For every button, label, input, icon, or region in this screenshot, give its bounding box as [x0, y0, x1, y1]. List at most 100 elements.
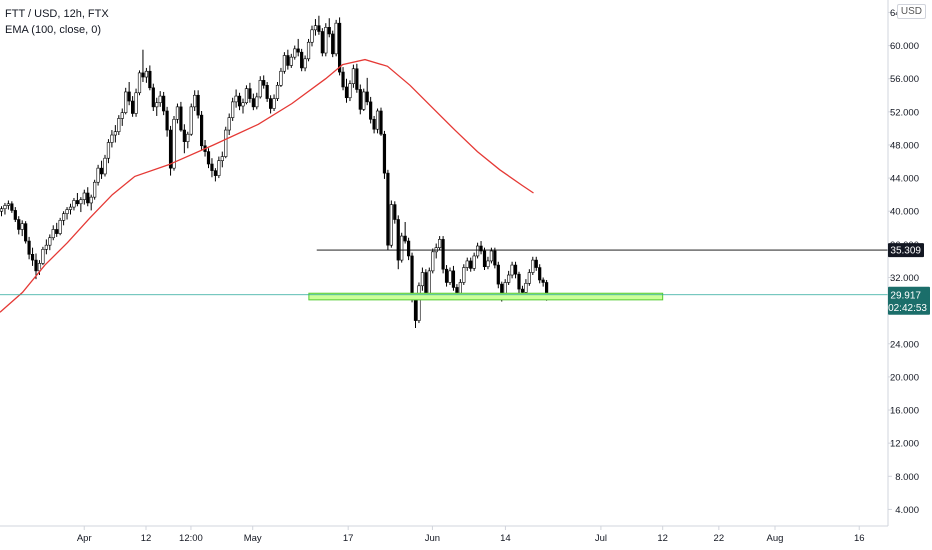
candle: [10, 201, 14, 213]
time-tick-label: 12: [657, 533, 668, 544]
candle: [389, 200, 393, 248]
candle-body: [251, 98, 255, 108]
candle: [103, 154, 107, 177]
candle-body: [455, 287, 459, 294]
candle-body: [441, 239, 445, 270]
candle-body: [213, 170, 218, 176]
candle-body: [524, 282, 528, 293]
candle: [444, 265, 449, 287]
price-tick-label: 40.000: [890, 207, 919, 218]
candle: [393, 201, 397, 224]
candle: [110, 130, 114, 148]
candle-body: [331, 33, 335, 55]
axis-layer: [0, 0, 889, 527]
candle: [86, 187, 90, 207]
candle: [365, 77, 369, 106]
candle-body: [158, 95, 162, 104]
candle-body: [24, 223, 28, 242]
candle: [251, 93, 255, 111]
candle-body: [61, 213, 66, 221]
candle-body: [165, 110, 169, 131]
ema-indicator-label[interactable]: EMA (100, close, 0): [5, 24, 101, 36]
candle: [217, 156, 221, 179]
candle: [182, 124, 186, 154]
candle: [99, 160, 104, 179]
candle-body: [465, 260, 469, 268]
candle-body: [327, 27, 331, 35]
candle: [75, 193, 79, 207]
candle-body: [358, 89, 362, 110]
candle: [6, 200, 10, 210]
candle-body: [217, 160, 221, 176]
candle-body: [341, 71, 345, 88]
candle-body: [444, 268, 449, 283]
candle-body: [244, 88, 249, 104]
chart-legend: FTT / USD, 12h, FTX EMA (100, close, 0): [5, 6, 109, 38]
candle: [279, 67, 283, 87]
candle-body: [382, 133, 387, 174]
candle: [438, 236, 442, 251]
candle: [317, 15, 321, 35]
price-tick-label: 20.000: [890, 372, 919, 383]
candle-body: [272, 98, 276, 109]
candle-body: [179, 106, 183, 131]
candle: [231, 97, 235, 121]
price-axis[interactable]: 4.0008.00012.00016.00020.00024.00028.000…: [888, 8, 919, 516]
candle: [27, 236, 31, 260]
candle-body: [106, 142, 111, 159]
price-tick-label: 56.000: [890, 74, 919, 85]
candle-body: [134, 92, 138, 114]
candle: [186, 131, 190, 149]
candle-body: [510, 264, 514, 276]
candle: [479, 241, 483, 255]
time-tick-label: Jun: [425, 533, 440, 544]
candle-body: [255, 96, 259, 108]
candle-body: [172, 118, 176, 169]
candle: [220, 151, 224, 168]
price-tick-label: 32.000: [890, 273, 919, 284]
candle-body: [268, 98, 273, 109]
candle-body: [375, 110, 380, 130]
candle-body: [458, 282, 462, 294]
price-tick-label: 12.000: [890, 439, 919, 450]
candle: [241, 98, 245, 114]
candle-body: [427, 270, 431, 296]
candle-body: [196, 94, 200, 116]
candle: [396, 215, 400, 270]
time-axis[interactable]: Apr 12 12:00 May 17 Jun 14 Jul 12 22 Aug 16: [77, 526, 865, 544]
candle: [351, 64, 356, 88]
candle: [13, 207, 17, 222]
candle: [17, 216, 21, 235]
time-tick-label: 12: [141, 533, 152, 544]
countdown-label: 02:42:53: [888, 303, 927, 314]
candle-body: [44, 244, 48, 250]
time-tick-label: May: [244, 533, 262, 544]
candle-body: [417, 285, 421, 321]
time-tick-label: Aug: [767, 533, 784, 544]
candle: [141, 49, 145, 83]
candle: [313, 19, 318, 36]
candle-body: [300, 51, 304, 69]
candle: [168, 125, 173, 176]
candle-body: [313, 25, 318, 31]
candle-body: [117, 118, 121, 133]
candle: [448, 267, 452, 285]
currency-badge[interactable]: USD: [896, 4, 926, 19]
candle-body: [448, 270, 452, 283]
candle: [30, 247, 35, 266]
candle: [175, 103, 180, 124]
candle: [510, 261, 514, 279]
price-tick-label: 60.000: [890, 41, 919, 52]
candle: [482, 247, 487, 271]
candle: [93, 179, 97, 200]
candle-body: [379, 110, 383, 135]
symbol-title[interactable]: FTT / USD, 12h, FTX: [5, 8, 109, 20]
candle-body: [362, 91, 366, 110]
candle: [355, 63, 359, 93]
candle: [324, 23, 328, 57]
candle: [472, 252, 476, 271]
candle: [82, 189, 86, 205]
candle: [144, 67, 149, 83]
candle-body: [355, 68, 359, 90]
